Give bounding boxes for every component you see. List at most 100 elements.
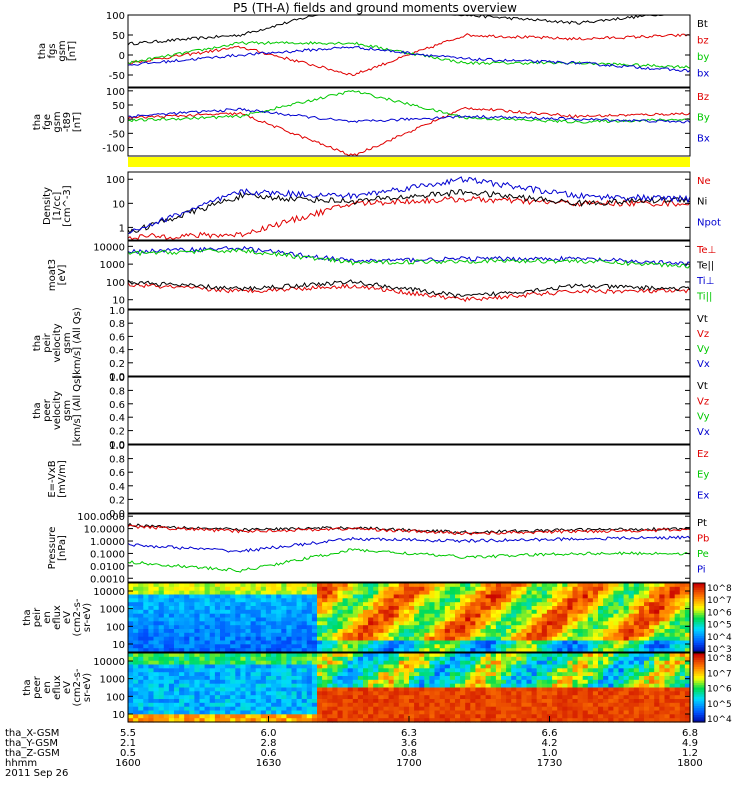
heatmap-cell [378,632,384,638]
heatmap-cell [567,664,574,669]
heatmap-cell [174,594,180,599]
heatmap-cell [281,691,287,696]
heatmap-cell [649,676,655,681]
heatmap-cell [608,644,614,649]
heatmap-cell [317,668,323,673]
heatmap-cell [495,664,502,669]
heatmap-cell [306,660,313,666]
heatmap-cell [460,586,466,592]
heatmap-cell [148,710,155,715]
heatmap-cell [414,660,420,666]
heatmap-cell [220,609,226,615]
heatmap-cell [577,714,584,719]
heatmap-cell [674,629,681,634]
y-tick-label: 0.6 [109,468,125,479]
heatmap-cell [526,699,533,704]
heatmap-cell [342,594,349,599]
heatmap-cell [424,644,430,649]
heatmap-cell [327,672,333,677]
heatmap-cell [250,695,257,700]
heatmap-cell [296,668,303,673]
heatmap-cell [311,586,318,592]
heatmap-cell [572,644,579,649]
heatmap-cell [337,613,344,619]
heatmap-cell [511,586,517,592]
heatmap-cell [128,710,134,715]
heatmap-cell [398,672,405,677]
heatmap-cell [628,653,635,658]
heatmap-cell [439,644,446,649]
heatmap-cell [659,606,665,611]
heatmap-cell [465,656,471,662]
heatmap-cell [214,664,221,669]
heatmap-cell [592,683,599,689]
heatmap-cell [511,695,517,700]
heatmap-cell [383,625,390,630]
heatmap-cell [194,594,201,599]
heatmap-cell [546,699,553,704]
heatmap-cell [552,594,558,599]
heatmap-cell [189,640,195,645]
heatmap-cell [291,636,298,642]
heatmap-cell [429,656,436,662]
heatmap-cell [465,644,471,649]
heatmap-cell [204,702,211,708]
heatmap-cell [577,687,584,692]
heatmap-cell [414,617,420,622]
heatmap-cell [455,621,461,626]
heatmap-cell [490,668,497,673]
heatmap-cell [342,691,349,696]
heatmap-cell [301,683,308,689]
heatmap-cell [429,602,436,607]
heatmap-cell [235,621,241,626]
panel-0-ylabel: tha fgs gsm [nT] [37,40,78,61]
heatmap-cell [608,625,614,630]
heatmap-cell [311,653,318,658]
heatmap-cell [143,653,149,658]
heatmap-cell [383,598,390,603]
heatmap-cell [153,636,160,642]
heatmap-cell [373,640,379,645]
heatmap-cell [618,656,625,662]
heatmap-cell [501,710,507,715]
heatmap-cell [674,606,681,611]
heatmap-cell [552,606,558,611]
heatmap-cell [368,687,374,692]
heatmap-cell [240,648,247,653]
heatmap-cell [501,683,507,689]
heatmap-cell [419,695,425,700]
heatmap-cell [255,714,262,719]
heatmap-cell [470,586,476,592]
heatmap-cell [638,629,645,634]
heatmap-cell [684,668,691,673]
heatmap-cell [148,699,155,704]
heatmap-cell [546,621,553,626]
heatmap-cell [531,583,538,588]
heatmap-cell [322,699,328,704]
heatmap-cell [250,644,257,649]
heatmap-cell [598,695,604,700]
heatmap-cell [455,672,461,677]
heatmap-cell [332,598,339,603]
heatmap-cell [133,691,139,696]
heatmap-cell [613,629,620,634]
heatmap-cell [536,625,543,630]
heatmap-cell [501,648,507,653]
heatmap-cell [664,683,671,689]
heatmap-cell [592,672,599,677]
heatmap-cell [495,632,502,638]
heatmap-cell [363,648,369,653]
heatmap-cell [644,594,650,599]
heatmap-cell [511,590,517,596]
heatmap-cell [628,718,635,723]
ylabel-line: tha [32,114,43,130]
heatmap-cell [342,625,349,630]
heatmap-cell [342,609,349,615]
heatmap-cell [235,714,241,719]
heatmap-cell [414,676,420,681]
heatmap-cell [179,695,185,700]
heatmap-cell [516,664,522,669]
heatmap-cell [470,664,476,669]
heatmap-cell [138,660,144,666]
heatmap-cell [419,636,425,642]
